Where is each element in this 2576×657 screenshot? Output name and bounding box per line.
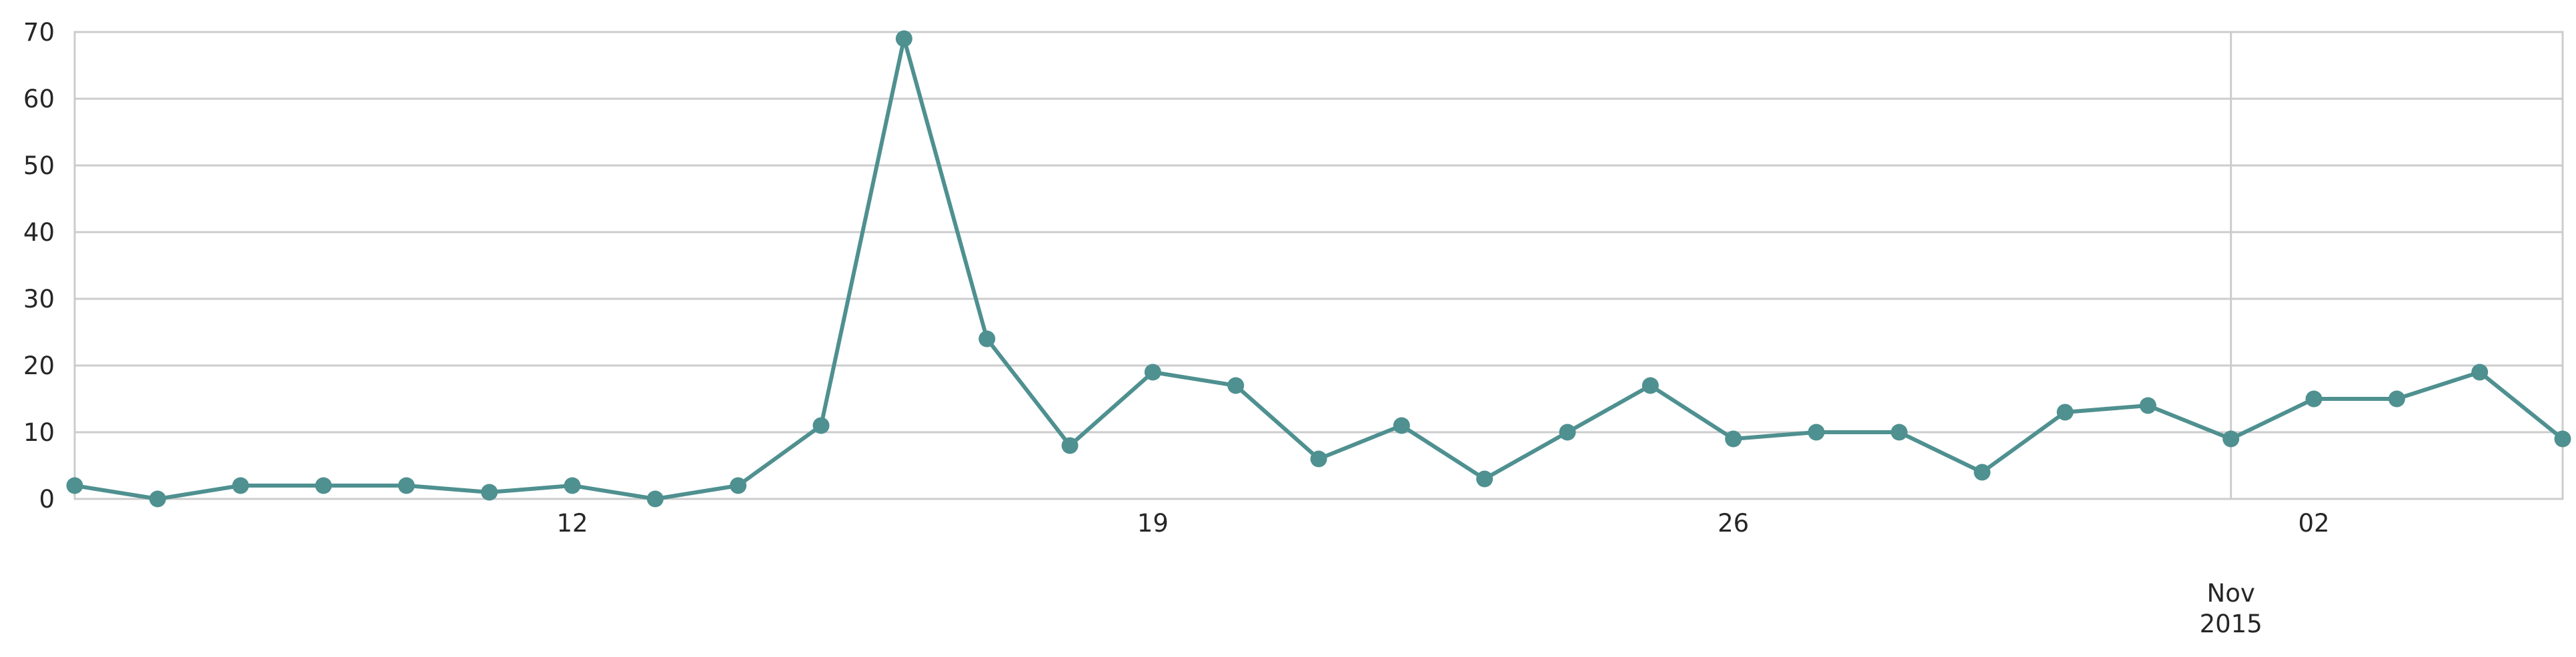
x-tick-label: 02 xyxy=(2298,509,2329,538)
data-point xyxy=(2222,430,2240,448)
y-tick-label: 30 xyxy=(23,285,55,313)
data-point xyxy=(564,477,581,494)
data-point xyxy=(1725,430,1742,448)
data-point xyxy=(481,484,498,501)
data-point xyxy=(2471,364,2489,381)
x-tick-label: 19 xyxy=(1137,509,1169,538)
data-point xyxy=(646,490,664,508)
data-point xyxy=(2056,404,2074,421)
y-tick-label: 10 xyxy=(23,418,55,447)
data-point xyxy=(2139,397,2156,414)
x-year-label: 2015 xyxy=(2200,610,2263,638)
data-point xyxy=(398,477,415,494)
data-point xyxy=(1890,424,1908,441)
data-point xyxy=(1061,437,1079,454)
data-point xyxy=(1227,377,1245,394)
data-point xyxy=(315,477,332,494)
x-month-label: Nov xyxy=(2207,579,2255,608)
y-tick-label: 0 xyxy=(39,485,55,514)
series-layer xyxy=(66,30,2571,508)
y-tick-label: 20 xyxy=(23,352,55,380)
x-tick-label: 12 xyxy=(556,509,588,538)
data-point xyxy=(149,490,166,508)
y-tick-label: 70 xyxy=(23,18,55,47)
data-point xyxy=(2305,390,2323,408)
data-point xyxy=(1559,424,1576,441)
data-point xyxy=(730,477,747,494)
data-point xyxy=(1642,377,1659,394)
x-tick-label: 26 xyxy=(1718,509,1749,538)
data-point xyxy=(2388,390,2405,408)
series-line xyxy=(73,37,2565,501)
data-point xyxy=(1144,364,1161,381)
data-point xyxy=(1476,470,1493,488)
plot-area-frame xyxy=(73,31,2564,500)
data-point xyxy=(1808,424,1825,441)
data-point xyxy=(1393,417,1410,434)
data-point xyxy=(66,477,83,494)
data-point xyxy=(2554,430,2571,448)
y-tick-label: 50 xyxy=(23,151,55,180)
data-point xyxy=(232,477,249,494)
data-point xyxy=(1310,450,1327,468)
data-point xyxy=(979,330,996,348)
data-point xyxy=(1974,464,1991,481)
y-axis: 0 10 20 30 40 50 60 70 xyxy=(23,18,55,514)
gridlines xyxy=(75,31,2563,500)
y-tick-label: 60 xyxy=(23,85,55,113)
data-point xyxy=(812,417,830,434)
data-point xyxy=(895,30,912,47)
y-tick-label: 40 xyxy=(23,218,55,247)
